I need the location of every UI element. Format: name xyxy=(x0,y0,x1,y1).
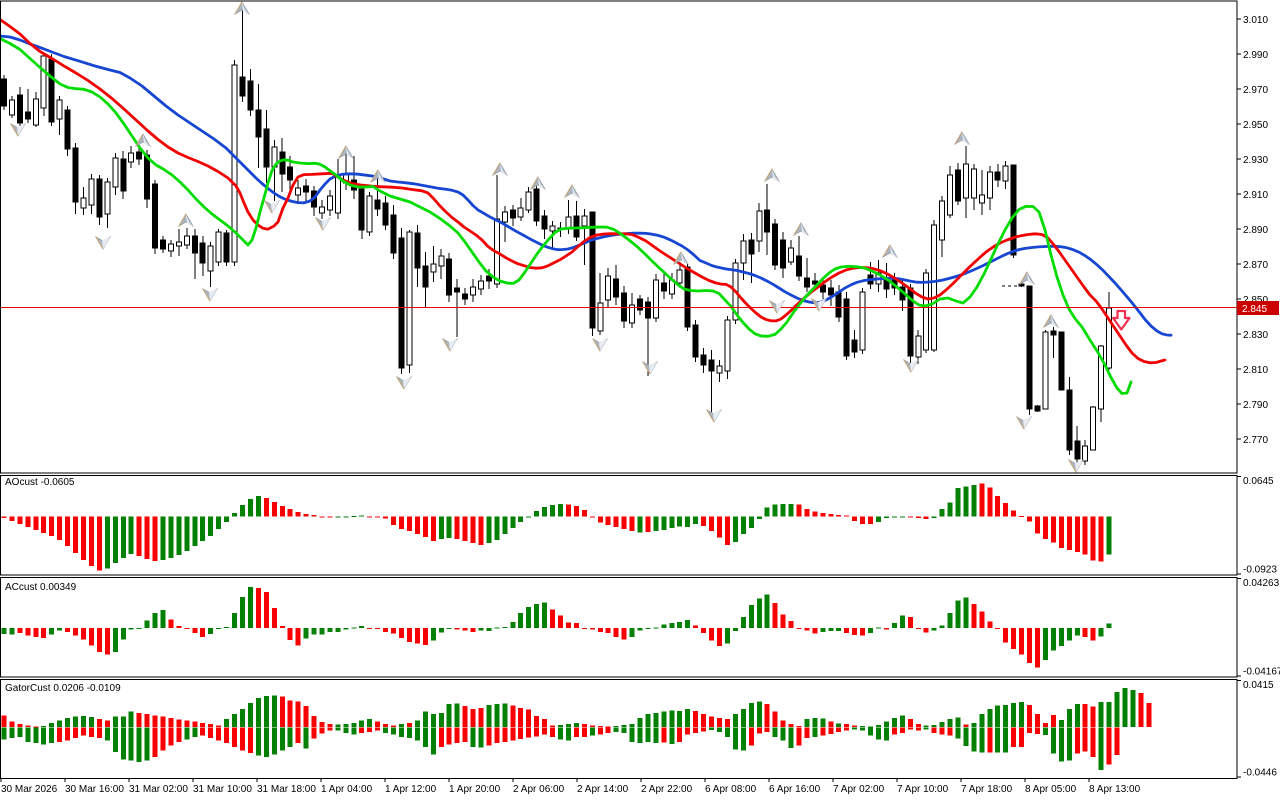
svg-text:7 Apr 02:00: 7 Apr 02:00 xyxy=(833,784,885,795)
svg-text:-0.04167: -0.04167 xyxy=(1243,667,1280,678)
svg-text:2.850: 2.850 xyxy=(1243,295,1268,306)
svg-text:2.845: 2.845 xyxy=(1242,304,1267,315)
svg-text:2.810: 2.810 xyxy=(1243,365,1268,376)
svg-text:31 Mar 18:00: 31 Mar 18:00 xyxy=(257,784,316,795)
svg-text:GatorCust 0.0206 -0.0109: GatorCust 0.0206 -0.0109 xyxy=(5,683,121,694)
svg-text:2.970: 2.970 xyxy=(1243,85,1268,96)
svg-text:1 Apr 04:00: 1 Apr 04:00 xyxy=(321,784,373,795)
svg-text:7 Apr 18:00: 7 Apr 18:00 xyxy=(961,784,1013,795)
svg-text:2.950: 2.950 xyxy=(1243,120,1268,131)
svg-text:2.830: 2.830 xyxy=(1243,330,1268,341)
svg-text:2.870: 2.870 xyxy=(1243,260,1268,271)
svg-text:-0.0923: -0.0923 xyxy=(1243,565,1277,576)
svg-text:-0.0446: -0.0446 xyxy=(1243,768,1277,779)
svg-text:2.890: 2.890 xyxy=(1243,225,1268,236)
svg-text:8 Apr 13:00: 8 Apr 13:00 xyxy=(1089,784,1141,795)
svg-text:AOcust -0.0605: AOcust -0.0605 xyxy=(5,477,75,488)
svg-text:2 Apr 22:00: 2 Apr 22:00 xyxy=(641,784,693,795)
svg-text:ACcust 0.00349: ACcust 0.00349 xyxy=(5,582,77,593)
svg-text:2.790: 2.790 xyxy=(1243,400,1268,411)
svg-text:6 Apr 16:00: 6 Apr 16:00 xyxy=(769,784,821,795)
svg-text:31 Mar 10:00: 31 Mar 10:00 xyxy=(193,784,252,795)
svg-text:2.910: 2.910 xyxy=(1243,190,1268,201)
svg-text:8 Apr 05:00: 8 Apr 05:00 xyxy=(1025,784,1077,795)
svg-text:7 Apr 10:00: 7 Apr 10:00 xyxy=(897,784,949,795)
svg-text:2 Apr 14:00: 2 Apr 14:00 xyxy=(577,784,629,795)
svg-text:2.770: 2.770 xyxy=(1243,435,1268,446)
svg-text:3.010: 3.010 xyxy=(1243,15,1268,26)
svg-text:0.0415: 0.0415 xyxy=(1243,680,1274,691)
svg-text:0.0645: 0.0645 xyxy=(1243,476,1274,487)
svg-text:30 Mar 16:00: 30 Mar 16:00 xyxy=(65,784,124,795)
svg-text:1 Apr 12:00: 1 Apr 12:00 xyxy=(385,784,437,795)
svg-text:31 Mar 02:00: 31 Mar 02:00 xyxy=(129,784,188,795)
svg-text:2.930: 2.930 xyxy=(1243,155,1268,166)
svg-text:30 Mar 2026: 30 Mar 2026 xyxy=(1,784,58,795)
svg-text:0.04263: 0.04263 xyxy=(1243,578,1280,589)
svg-text:2.990: 2.990 xyxy=(1243,50,1268,61)
svg-text:6 Apr 08:00: 6 Apr 08:00 xyxy=(705,784,757,795)
svg-text:2 Apr 06:00: 2 Apr 06:00 xyxy=(513,784,565,795)
svg-text:1 Apr 20:00: 1 Apr 20:00 xyxy=(449,784,501,795)
